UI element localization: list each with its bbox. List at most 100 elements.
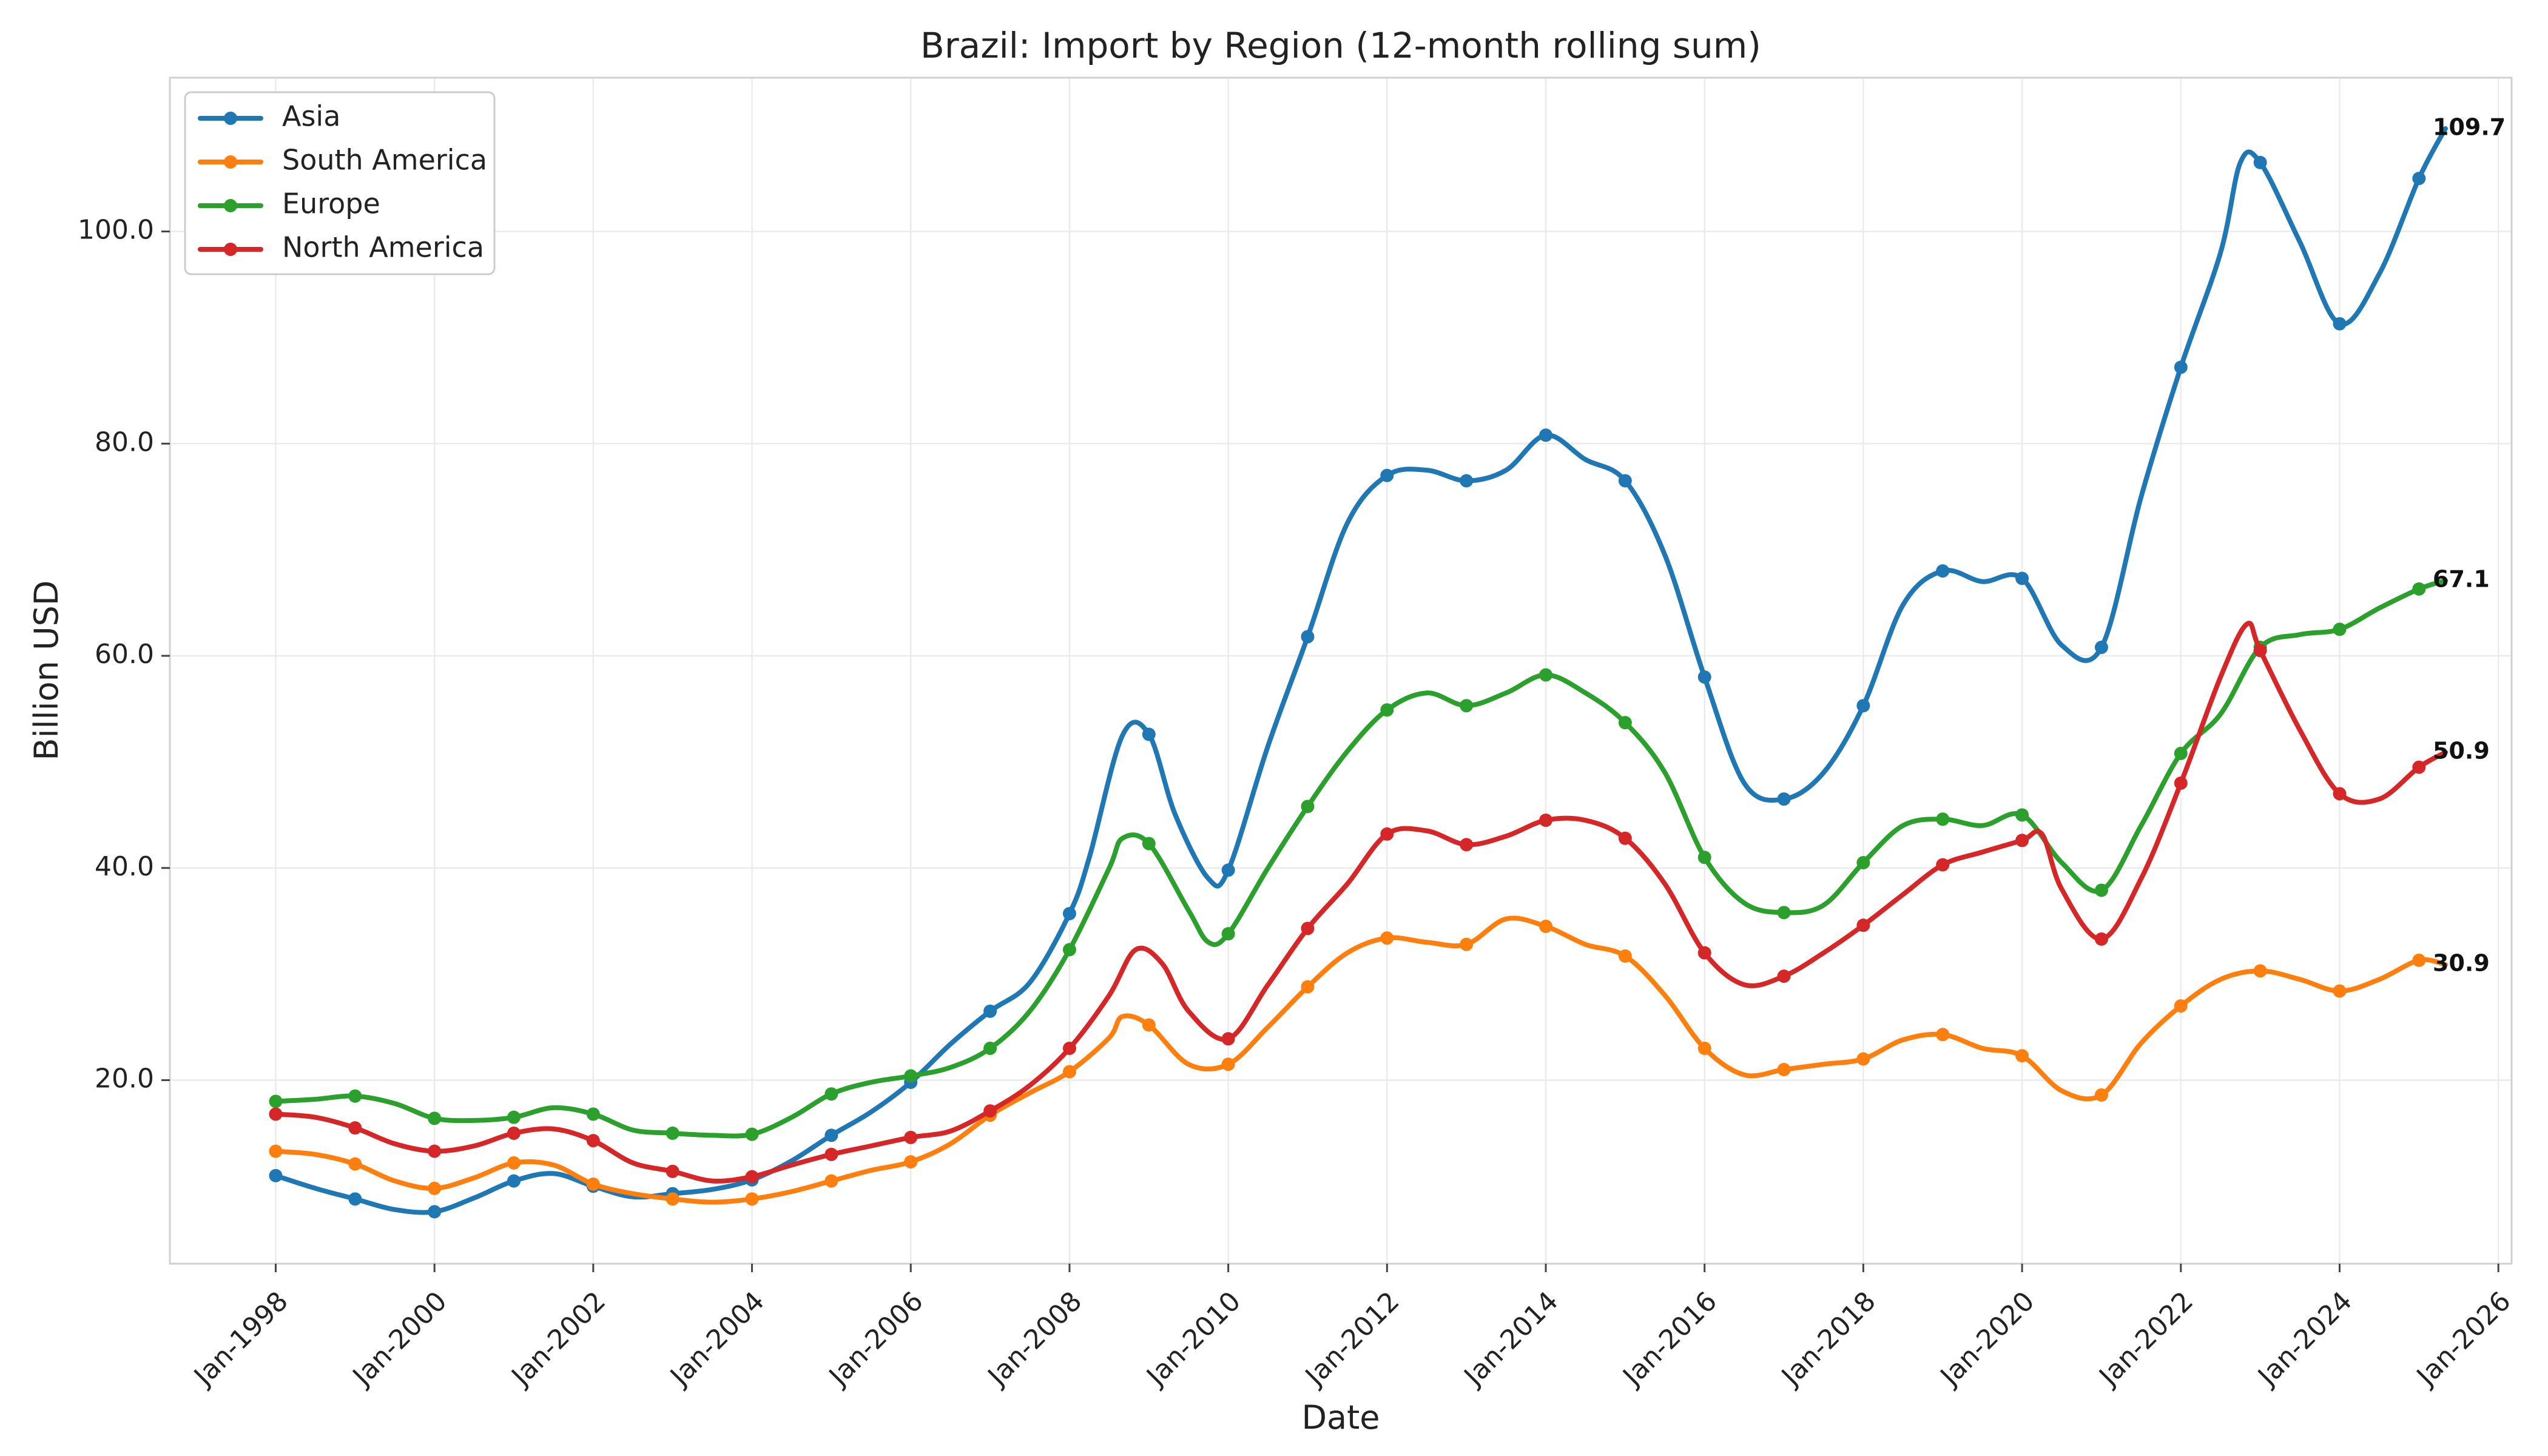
data-point-north-america: [1221, 1032, 1235, 1046]
data-point-south-america: [2174, 999, 2188, 1013]
data-point-north-america: [1856, 918, 1870, 932]
data-point-europe: [1062, 943, 1076, 957]
series-line-south-america: [273, 915, 2448, 1205]
data-point-south-america: [904, 1155, 918, 1169]
data-point-south-america: [745, 1192, 759, 1206]
data-point-asia: [2015, 571, 2029, 585]
data-point-asia: [1539, 428, 1553, 442]
data-point-north-america: [1062, 1042, 1076, 1056]
data-point-north-america: [666, 1164, 679, 1178]
data-point-north-america: [1539, 814, 1553, 827]
legend-label-europe: Europe: [282, 187, 380, 220]
data-point-north-america: [1936, 858, 1950, 872]
data-point-north-america: [1301, 922, 1315, 935]
data-point-asia: [1062, 906, 1076, 920]
data-point-europe: [586, 1107, 600, 1121]
legend-label-north-america: North America: [282, 231, 484, 264]
data-point-south-america: [1380, 931, 1394, 945]
legend-label-asia: Asia: [282, 100, 340, 133]
data-point-europe: [1777, 906, 1791, 920]
data-point-asia: [428, 1205, 442, 1219]
data-point-europe: [1380, 703, 1394, 717]
data-point-asia: [2174, 360, 2188, 374]
chart-title: Brazil: Import by Region (12-month rolli…: [920, 25, 1761, 66]
y-tick-label: 40.0: [95, 851, 154, 882]
data-point-south-america: [2253, 964, 2267, 978]
data-point-north-america: [1697, 946, 1711, 960]
data-point-asia: [1777, 792, 1791, 806]
data-point-asia: [1142, 727, 1156, 741]
data-point-south-america: [2333, 984, 2347, 998]
data-point-north-america: [269, 1107, 283, 1121]
data-point-south-america: [2094, 1088, 2108, 1102]
series-end-labels: 109.7 30.9 67.1 50.9: [2433, 113, 2506, 976]
x-axis-label: Date: [1301, 1398, 1380, 1437]
data-point-south-america: [2412, 953, 2426, 967]
data-point-asia: [1380, 468, 1394, 482]
data-point-europe: [2333, 622, 2347, 636]
data-point-europe: [1142, 837, 1156, 851]
data-point-europe: [983, 1042, 997, 1056]
data-point-south-america: [1856, 1052, 1870, 1066]
data-point-south-america: [824, 1174, 838, 1188]
data-point-europe: [507, 1110, 521, 1124]
data-point-europe: [1539, 668, 1553, 682]
data-point-north-america: [2412, 760, 2426, 774]
series-lines: [269, 126, 2448, 1219]
data-point-asia: [1460, 474, 1474, 488]
end-label-south-america: 30.9: [2433, 949, 2490, 976]
legend-marker-south-america: [224, 155, 237, 169]
legend-box: [184, 91, 496, 275]
data-point-asia: [269, 1168, 283, 1182]
data-point-north-america: [2174, 776, 2188, 790]
data-point-north-america: [586, 1134, 600, 1148]
legend-marker-asia: [224, 112, 237, 125]
data-point-north-america: [1380, 827, 1394, 841]
data-point-north-america: [2333, 787, 2347, 801]
data-point-south-america: [666, 1192, 679, 1206]
data-point-europe: [348, 1089, 362, 1103]
data-point-north-america: [824, 1147, 838, 1161]
end-label-europe: 67.1: [2433, 565, 2490, 592]
data-point-north-america: [1460, 838, 1474, 852]
y-tick-label: 100.0: [78, 215, 154, 246]
data-point-south-america: [586, 1177, 600, 1191]
data-point-europe: [428, 1111, 442, 1125]
data-point-north-america: [1618, 831, 1632, 845]
data-point-europe: [1221, 927, 1235, 941]
y-axis-ticks: 20.0 40.0 60.0 80.0 100.0: [78, 215, 170, 1094]
data-point-europe: [824, 1087, 838, 1101]
data-point-europe: [1936, 812, 1950, 826]
data-point-north-america: [507, 1126, 521, 1140]
data-point-asia: [2333, 317, 2347, 331]
data-point-north-america: [904, 1130, 918, 1144]
data-point-south-america: [1301, 980, 1315, 994]
data-point-asia: [824, 1128, 838, 1142]
y-tick-label: 60.0: [95, 639, 154, 670]
y-tick-label: 20.0: [95, 1063, 154, 1094]
data-point-north-america: [745, 1170, 759, 1184]
data-point-north-america: [2253, 644, 2267, 658]
data-point-south-america: [2015, 1049, 2029, 1063]
data-point-south-america: [1697, 1042, 1711, 1056]
data-point-europe: [2015, 808, 2029, 822]
data-point-europe: [1697, 851, 1711, 864]
data-point-europe: [2412, 582, 2426, 596]
data-point-south-america: [1142, 1018, 1156, 1032]
data-point-asia: [2412, 172, 2426, 186]
data-point-asia: [1697, 670, 1711, 684]
data-point-south-america: [1777, 1062, 1791, 1076]
data-point-north-america: [428, 1144, 442, 1158]
data-point-south-america: [269, 1144, 283, 1158]
data-point-europe: [745, 1127, 759, 1141]
data-point-europe: [1618, 716, 1632, 730]
series-line-asia: [273, 126, 2448, 1215]
data-point-asia: [1618, 474, 1632, 488]
series-line-north-america: [273, 621, 2448, 1184]
data-point-south-america: [1221, 1057, 1235, 1071]
data-point-north-america: [983, 1104, 997, 1118]
data-point-asia: [1936, 564, 1950, 578]
data-point-south-america: [1062, 1065, 1076, 1079]
data-point-south-america: [1936, 1028, 1950, 1042]
